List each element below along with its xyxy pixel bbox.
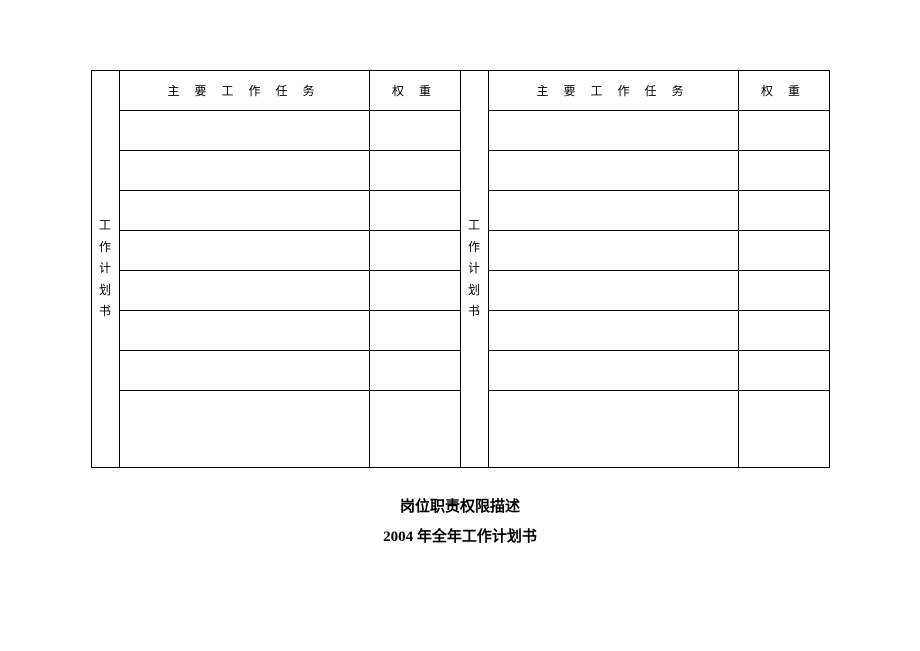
cell-task [120,311,370,350]
cell-task [489,231,739,270]
sidebar-label: 划 [468,280,480,302]
cell-task [489,391,739,467]
table-row [489,311,829,351]
cell-task [120,151,370,190]
sidebar-label: 书 [99,301,111,323]
cell-weight [370,151,460,190]
table-row [489,191,829,231]
table-row [120,151,460,191]
cell-task [120,191,370,230]
sidebar-label: 划 [99,280,111,302]
sidebar-label: 工 [468,215,480,237]
cell-task [489,191,739,230]
table-main-right: 主 要 工 作 任 务 权 重 [489,71,829,467]
table-row [120,271,460,311]
table-block-right: 工 作 计 划 书 主 要 工 作 任 务 权 重 [460,70,830,468]
table-row [489,391,829,467]
header-weight: 权 重 [370,71,460,110]
cell-task [489,271,739,310]
header-weight: 权 重 [739,71,829,110]
cell-task [120,231,370,270]
cell-task [489,311,739,350]
sidebar-label: 计 [468,258,480,280]
cell-weight [370,351,460,390]
cell-weight [739,151,829,190]
header-task: 主 要 工 作 任 务 [489,71,739,110]
cell-task [489,111,739,150]
sidebar-label: 工 [99,215,111,237]
table-header-row: 主 要 工 作 任 务 权 重 [489,71,829,111]
cell-task [120,391,370,467]
cell-weight [370,271,460,310]
table-row [120,191,460,231]
cell-weight [739,351,829,390]
table-row [120,231,460,271]
cell-task [120,351,370,390]
footer-title-2: 2004 年全年工作计划书 [383,522,537,552]
cell-weight [370,231,460,270]
sidebar-label: 作 [468,237,480,259]
table-row [489,271,829,311]
sidebar-right: 工 作 计 划 书 [461,71,489,467]
cell-weight [739,311,829,350]
sidebar-left: 工 作 计 划 书 [92,71,120,467]
cell-weight [739,191,829,230]
cell-weight [739,271,829,310]
table-row [120,391,460,467]
table-row [120,111,460,151]
table-row [489,231,829,271]
cell-weight [370,391,460,467]
cell-task [489,151,739,190]
table-row [120,351,460,391]
cell-weight [739,391,829,467]
tables-container: 工 作 计 划 书 主 要 工 作 任 务 权 重 工 作 计 划 [91,70,830,468]
table-row [489,351,829,391]
footer-title-1: 岗位职责权限描述 [383,492,537,522]
sidebar-label: 书 [468,301,480,323]
cell-task [489,351,739,390]
table-row [120,311,460,351]
table-header-row: 主 要 工 作 任 务 权 重 [120,71,460,111]
cell-task [120,111,370,150]
table-row [489,151,829,191]
sidebar-label: 计 [99,258,111,280]
cell-task [120,271,370,310]
cell-weight [370,111,460,150]
cell-weight [370,311,460,350]
table-block-left: 工 作 计 划 书 主 要 工 作 任 务 权 重 [91,70,460,468]
cell-weight [739,231,829,270]
table-main-left: 主 要 工 作 任 务 权 重 [120,71,460,467]
cell-weight [370,191,460,230]
sidebar-label: 作 [99,237,111,259]
footer-titles: 岗位职责权限描述 2004 年全年工作计划书 [383,492,537,552]
table-row [489,111,829,151]
cell-weight [739,111,829,150]
header-task: 主 要 工 作 任 务 [120,71,370,110]
